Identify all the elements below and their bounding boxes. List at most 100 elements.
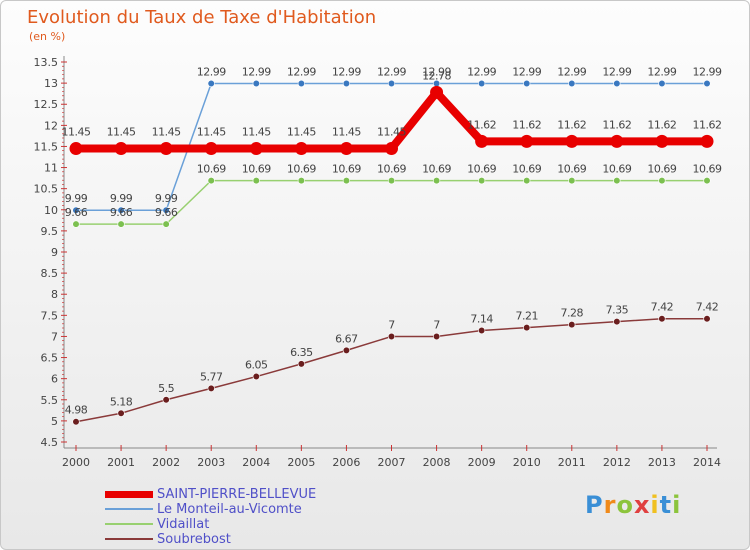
data-point xyxy=(72,220,80,228)
data-point xyxy=(430,85,444,99)
data-label: 11.45 xyxy=(62,126,91,139)
legend-item-soubrebost: Soubrebost xyxy=(105,531,231,547)
legend-swatch xyxy=(105,538,153,540)
data-point xyxy=(613,79,621,88)
data-point xyxy=(162,220,170,228)
x-tick-label: 2011 xyxy=(558,456,586,469)
data-label: 12.99 xyxy=(422,66,451,79)
legend-swatch xyxy=(105,490,153,498)
data-point xyxy=(387,332,396,341)
y-tick-label: 5 xyxy=(51,415,58,428)
data-label: 10.69 xyxy=(647,163,676,176)
legend-label: Le Monteil-au-Vicomte xyxy=(157,501,302,517)
data-label: 12.99 xyxy=(332,66,361,79)
data-point xyxy=(432,177,441,185)
data-point xyxy=(475,134,489,148)
data-point xyxy=(568,321,576,329)
chart-unit-label: (en %) xyxy=(29,30,66,43)
data-label: 12.99 xyxy=(377,66,406,79)
data-label: 10.69 xyxy=(512,163,541,176)
data-label: 12.99 xyxy=(197,66,226,79)
data-point xyxy=(700,134,714,148)
data-label: 7.42 xyxy=(696,301,719,314)
logo-letter: r xyxy=(603,491,617,519)
y-tick-label: 6 xyxy=(51,373,58,386)
y-tick-label: 10 xyxy=(44,204,58,217)
x-tick-label: 2006 xyxy=(332,456,360,469)
data-point xyxy=(703,177,711,185)
data-label: 10.69 xyxy=(197,163,226,176)
y-tick-label: 12.5 xyxy=(34,98,59,111)
y-tick-label: 7.5 xyxy=(41,309,59,322)
data-point xyxy=(252,372,260,381)
data-point xyxy=(387,177,396,185)
data-label: 10.69 xyxy=(602,163,631,176)
data-label: 7.35 xyxy=(606,304,629,317)
data-label: 6.35 xyxy=(290,346,313,359)
data-point xyxy=(565,134,579,148)
data-point xyxy=(613,177,621,185)
data-point xyxy=(162,206,170,214)
data-label: 11.45 xyxy=(197,126,226,139)
data-label: 7.42 xyxy=(651,301,674,314)
data-label: 10.69 xyxy=(242,163,271,176)
y-tick-label: 13.5 xyxy=(34,56,59,69)
data-label: 5.18 xyxy=(110,395,133,408)
data-label: 6.05 xyxy=(245,359,268,372)
x-tick-label: 2010 xyxy=(513,456,541,469)
data-label: 10.69 xyxy=(693,163,722,176)
data-label: 10.69 xyxy=(377,163,406,176)
y-tick-label: 12 xyxy=(44,119,58,132)
data-label: 11.45 xyxy=(107,126,136,139)
data-label: 10.69 xyxy=(557,163,586,176)
data-point xyxy=(478,326,486,335)
logo-letter: P xyxy=(585,491,604,519)
data-point xyxy=(159,142,173,156)
data-point xyxy=(523,79,531,88)
x-tick-label: 2009 xyxy=(468,456,496,469)
data-point xyxy=(294,142,308,156)
data-label: 7.28 xyxy=(561,307,584,320)
data-point xyxy=(207,384,215,392)
data-point xyxy=(297,79,305,88)
data-label: 11.45 xyxy=(152,126,181,139)
data-point xyxy=(703,315,711,323)
data-point xyxy=(117,220,125,228)
x-tick-label: 2004 xyxy=(242,456,270,469)
legend-label: Soubrebost xyxy=(157,531,231,547)
data-point xyxy=(568,79,576,88)
data-point xyxy=(658,79,666,88)
data-point xyxy=(114,142,128,156)
data-label: 9.99 xyxy=(155,192,178,205)
y-tick-label: 8 xyxy=(51,288,58,301)
data-point xyxy=(162,396,170,404)
legend-label: Vidaillat xyxy=(157,516,210,532)
data-point xyxy=(252,79,260,88)
data-label: 12.99 xyxy=(512,66,541,79)
data-label: 10.69 xyxy=(422,163,451,176)
x-tick-label: 2013 xyxy=(648,456,676,469)
x-tick-label: 2008 xyxy=(423,456,451,469)
x-tick-label: 2014 xyxy=(693,456,721,469)
data-label: 12.78 xyxy=(422,69,451,82)
proxiti-logo: Proxiti xyxy=(585,491,681,519)
data-point xyxy=(72,418,80,426)
legend-item-le-monteil-au-vicomte: Le Monteil-au-Vicomte xyxy=(105,501,302,517)
data-label: 11.45 xyxy=(377,126,406,139)
data-label: 12.99 xyxy=(467,66,496,79)
data-point xyxy=(432,332,441,341)
data-label: 5.5 xyxy=(158,382,174,395)
data-label: 11.62 xyxy=(693,118,722,131)
data-point xyxy=(207,177,215,185)
logo-letter: i xyxy=(672,491,682,519)
data-point xyxy=(342,346,351,354)
data-label: 4.98 xyxy=(65,404,88,417)
chart-title: Evolution du Taux de Taxe d'Habitation xyxy=(27,7,377,28)
data-label: 7.21 xyxy=(515,310,538,323)
data-label: 11.62 xyxy=(647,118,676,131)
data-point xyxy=(69,142,83,156)
data-label: 9.66 xyxy=(65,206,88,219)
x-tick-label: 2005 xyxy=(287,456,315,469)
data-point xyxy=(204,142,218,156)
